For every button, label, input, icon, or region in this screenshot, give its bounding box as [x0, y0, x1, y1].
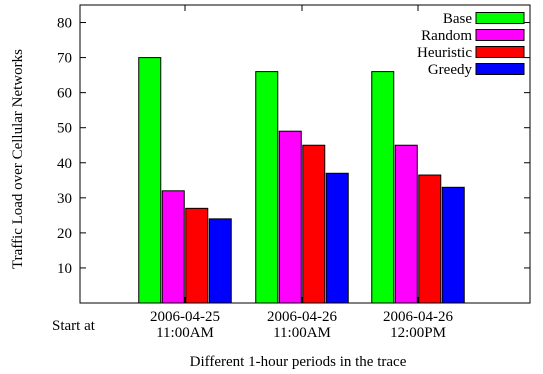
legend-swatch-heuristic	[475, 46, 525, 58]
x-tick-label: 2006-04-25	[150, 309, 220, 325]
legend-swatch-base	[475, 12, 525, 24]
bar-base	[255, 71, 279, 304]
y-tick-label: 80	[57, 16, 72, 32]
legend-label: Base	[443, 11, 473, 27]
legend-swatch-random	[475, 29, 525, 41]
legend-label: Heuristic	[417, 45, 472, 61]
x-tick-label: 11:00AM	[156, 325, 214, 341]
bar-heuristic	[302, 144, 326, 304]
x-axis-title: Different 1-hour periods in the trace	[190, 354, 407, 370]
y-tick-label: 50	[57, 121, 72, 137]
y-tick-label: 40	[57, 156, 72, 172]
legend-label: Random	[421, 28, 472, 44]
row-label: Start at	[52, 318, 96, 334]
bar-random	[161, 190, 185, 304]
x-axis: 2006-04-2511:00AM2006-04-2611:00AM2006-0…	[150, 5, 453, 341]
y-tick-label: 60	[57, 86, 72, 102]
x-tick-label: 2006-04-26	[267, 309, 337, 325]
bar-greedy	[208, 218, 232, 304]
y-axis: 10 20 30 40 50 60 70 80	[57, 16, 530, 277]
legend-label: Greedy	[428, 62, 473, 78]
x-tick-label: 11:00AM	[273, 325, 331, 341]
bar-heuristic	[418, 174, 442, 304]
bar-base	[138, 57, 162, 304]
x-tick-label: 2006-04-26	[383, 309, 453, 325]
y-axis-title: Traffic Load over Cellular Networks	[10, 49, 26, 269]
y-tick-label: 30	[57, 191, 72, 207]
y-tick-label: 70	[57, 51, 72, 67]
bar-greedy	[325, 172, 349, 304]
y-tick-label: 10	[57, 261, 72, 277]
bar-random	[394, 144, 418, 304]
bar-greedy	[441, 186, 465, 304]
legend-swatch-greedy	[475, 63, 525, 75]
bar-heuristic	[185, 207, 209, 304]
bar-base	[371, 71, 395, 304]
x-tick-label: 12:00PM	[390, 325, 446, 341]
y-tick-label: 20	[57, 226, 72, 242]
bar-random	[278, 130, 302, 304]
bars	[138, 57, 465, 304]
